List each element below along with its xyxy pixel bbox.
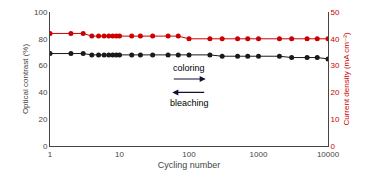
svg-text:10: 10	[115, 150, 124, 159]
svg-text:bleaching: bleaching	[170, 98, 209, 108]
svg-text:10000: 10000	[317, 150, 340, 159]
svg-text:coloring: coloring	[173, 63, 205, 73]
svg-text:40: 40	[38, 88, 47, 97]
svg-text:Cycling number: Cycling number	[158, 160, 221, 170]
svg-text:1000: 1000	[250, 150, 268, 159]
svg-text:100: 100	[182, 150, 196, 159]
svg-text:20: 20	[38, 115, 47, 124]
svg-text:10: 10	[331, 115, 340, 124]
svg-text:0: 0	[43, 142, 48, 151]
svg-text:80: 80	[38, 35, 47, 44]
svg-text:100: 100	[34, 8, 48, 17]
svg-text:30: 30	[331, 61, 340, 70]
svg-text:20: 20	[331, 88, 340, 97]
svg-text:0: 0	[331, 142, 336, 151]
svg-text:Optical contrast (%): Optical contrast (%)	[21, 44, 30, 115]
svg-text:50: 50	[331, 8, 340, 17]
svg-text:1: 1	[48, 150, 53, 159]
svg-text:Current density (mA cm⁻²): Current density (mA cm⁻²)	[342, 32, 351, 125]
svg-text:40: 40	[331, 35, 340, 44]
svg-text:60: 60	[38, 61, 47, 70]
